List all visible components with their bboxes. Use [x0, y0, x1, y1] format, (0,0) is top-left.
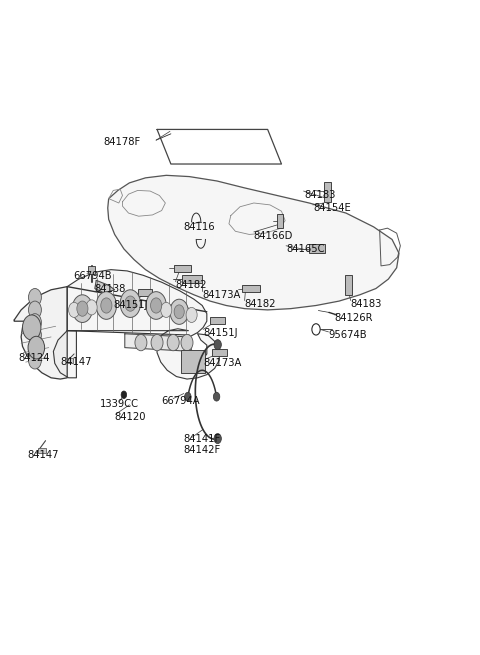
Circle shape [69, 303, 80, 318]
Text: 84154E: 84154E [314, 203, 351, 213]
Circle shape [186, 307, 197, 322]
Text: 84166D: 84166D [254, 231, 293, 241]
Text: 1339CC: 1339CC [99, 399, 138, 409]
Circle shape [101, 298, 112, 313]
Circle shape [28, 339, 41, 356]
Circle shape [161, 303, 172, 318]
Text: 84147: 84147 [27, 450, 59, 460]
Text: 84151J: 84151J [203, 328, 238, 337]
Polygon shape [14, 287, 67, 379]
Circle shape [125, 296, 136, 311]
FancyBboxPatch shape [210, 318, 225, 324]
Circle shape [120, 290, 141, 318]
FancyBboxPatch shape [242, 285, 260, 292]
FancyBboxPatch shape [67, 358, 73, 364]
Text: 84116: 84116 [184, 222, 216, 232]
Circle shape [28, 336, 45, 359]
Circle shape [72, 295, 93, 322]
FancyBboxPatch shape [309, 244, 325, 253]
Circle shape [170, 299, 188, 324]
FancyBboxPatch shape [277, 214, 283, 228]
FancyBboxPatch shape [181, 350, 205, 373]
FancyBboxPatch shape [324, 181, 331, 202]
Circle shape [96, 291, 117, 320]
Circle shape [28, 351, 41, 369]
Circle shape [28, 326, 41, 344]
Text: 95674B: 95674B [328, 330, 367, 340]
Circle shape [167, 335, 179, 351]
FancyBboxPatch shape [88, 266, 95, 274]
FancyBboxPatch shape [38, 447, 46, 453]
Text: 84173A: 84173A [202, 290, 240, 300]
Text: 84142F: 84142F [184, 445, 221, 455]
Text: 84126R: 84126R [335, 313, 373, 323]
Text: 84165C: 84165C [286, 244, 324, 254]
Circle shape [28, 314, 41, 331]
Circle shape [151, 335, 163, 351]
FancyBboxPatch shape [345, 274, 352, 295]
Circle shape [181, 335, 193, 351]
FancyBboxPatch shape [212, 349, 227, 356]
Circle shape [135, 335, 147, 351]
FancyBboxPatch shape [182, 274, 202, 284]
Text: 66794B: 66794B [73, 271, 112, 281]
Polygon shape [108, 176, 399, 310]
FancyBboxPatch shape [138, 289, 153, 296]
Circle shape [23, 315, 41, 340]
Circle shape [174, 305, 184, 319]
Circle shape [214, 434, 221, 443]
Polygon shape [95, 280, 115, 293]
Text: 84124: 84124 [18, 352, 49, 363]
Circle shape [213, 392, 220, 401]
Text: 84147: 84147 [60, 357, 92, 367]
Circle shape [185, 392, 191, 401]
Text: 84182: 84182 [176, 280, 207, 290]
Text: 84173A: 84173A [203, 358, 241, 368]
Circle shape [151, 298, 162, 313]
Text: 84120: 84120 [115, 412, 146, 422]
Circle shape [214, 340, 221, 350]
Circle shape [86, 300, 97, 315]
Text: 84183: 84183 [350, 299, 382, 309]
Circle shape [312, 324, 320, 335]
Polygon shape [53, 270, 219, 379]
Text: 84183: 84183 [304, 191, 336, 200]
Text: 84138: 84138 [95, 284, 126, 293]
Text: 84178F: 84178F [104, 137, 141, 147]
Text: 84141F: 84141F [184, 434, 221, 445]
Text: 84182: 84182 [245, 299, 276, 309]
Polygon shape [125, 334, 192, 351]
Circle shape [121, 391, 127, 398]
Circle shape [146, 291, 166, 320]
Circle shape [77, 301, 88, 316]
Circle shape [28, 288, 41, 306]
Circle shape [28, 301, 41, 319]
FancyBboxPatch shape [174, 265, 191, 272]
Text: 84151J: 84151J [113, 301, 148, 310]
Text: 66794A: 66794A [162, 396, 200, 406]
